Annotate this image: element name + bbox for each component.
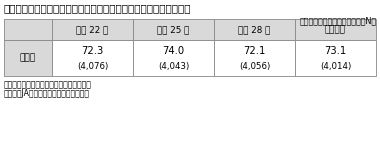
Bar: [4, 40, 52, 76]
Text: 令和元年: 令和元年: [325, 25, 346, 34]
Bar: [214, 40, 295, 76]
Text: (4,043): (4,043): [158, 62, 189, 71]
Bar: [4, 19, 52, 40]
Text: （単位：％、（　）内の数値はN）: （単位：％、（ ）内の数値はN）: [300, 16, 377, 25]
Bar: [214, 19, 295, 40]
Text: 72.3: 72.3: [81, 46, 104, 56]
Bar: [133, 19, 214, 40]
Bar: [52, 19, 133, 40]
Bar: [52, 40, 133, 76]
Text: (4,076): (4,076): [77, 62, 108, 71]
Text: 加入率: 加入率: [20, 53, 36, 62]
Text: ＊全生保には民保（かんぽ生命を含む）、: ＊全生保には民保（かんぽ生命を含む）、: [4, 80, 92, 89]
Text: 74.0: 74.0: [162, 46, 185, 56]
Bar: [295, 40, 376, 76]
Bar: [133, 40, 214, 76]
Bar: [295, 19, 376, 40]
Text: 72.1: 72.1: [243, 46, 266, 56]
Text: 簡保、JA、県民共済・生協等を含む。: 簡保、JA、県民共済・生協等を含む。: [4, 89, 90, 98]
Text: (4,014): (4,014): [320, 62, 351, 71]
Text: 平成 22 年: 平成 22 年: [76, 25, 109, 34]
Text: 平成 28 年: 平成 28 年: [238, 25, 271, 34]
Text: 73.1: 73.1: [325, 46, 347, 56]
Text: 平成 25 年: 平成 25 年: [157, 25, 190, 34]
Text: 図表４　疾病入院給付金の支払われる生命保険の加入率（全生保）: 図表４ 疾病入院給付金の支払われる生命保険の加入率（全生保）: [4, 3, 192, 13]
Text: (4,056): (4,056): [239, 62, 270, 71]
